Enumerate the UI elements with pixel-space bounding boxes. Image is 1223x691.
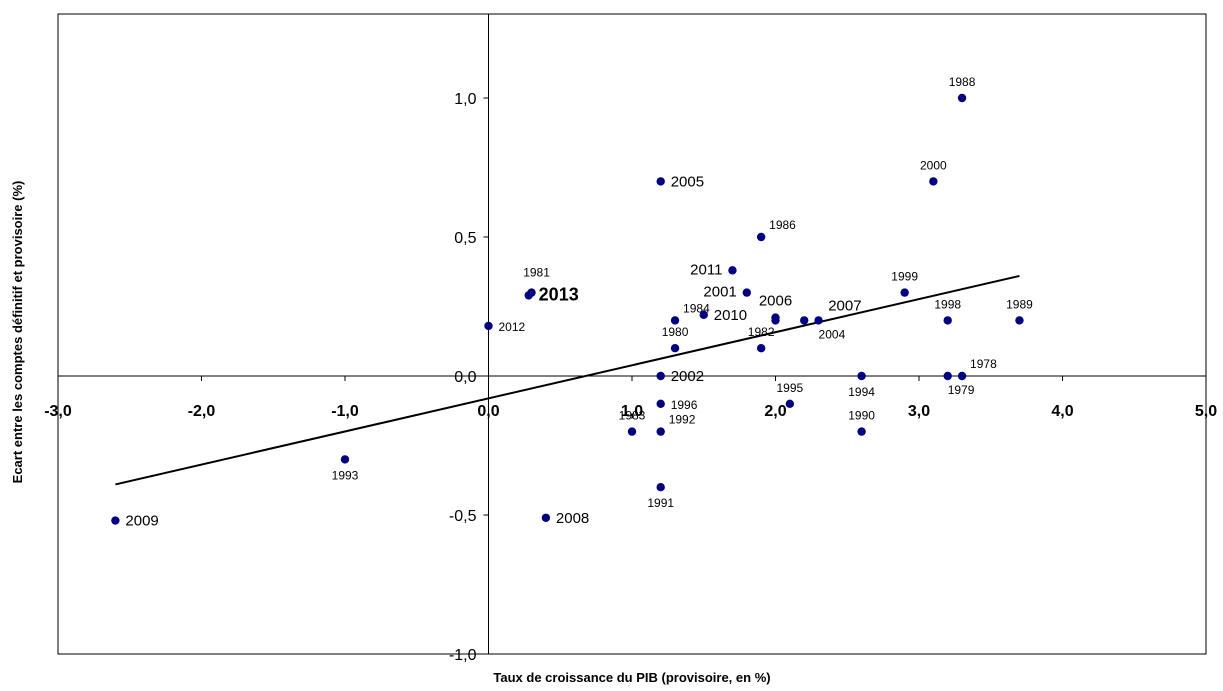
point-label: 2002 (671, 368, 704, 385)
point-label: 2010 (714, 307, 747, 324)
y-tick-label: -0,5 (449, 508, 477, 525)
y-tick-label: 0,0 (454, 369, 476, 386)
data-point (111, 516, 120, 525)
x-tick-label: 3,0 (908, 403, 930, 420)
point-label: 2000 (920, 158, 947, 172)
data-point (656, 483, 665, 492)
point-label: 2001 (703, 284, 736, 301)
data-point (756, 232, 766, 242)
x-tick-label: 0,0 (477, 403, 499, 420)
point-label: 1993 (332, 468, 359, 482)
plot-frame (57, 13, 1207, 655)
data-point (957, 371, 967, 381)
point-label: 2006 (759, 293, 792, 310)
x-tick-label: -3,0 (44, 403, 72, 420)
y-axis-title: Ecart entre les comptes définitif et pro… (10, 181, 25, 484)
points-group: 1978197919801981198219831984198619881989… (111, 75, 1033, 530)
y-tick-label: 0,5 (454, 230, 476, 247)
point-label: 1996 (671, 398, 698, 412)
data-point (656, 177, 665, 186)
y-tick-label: -1,0 (449, 647, 477, 664)
point-label: 1995 (776, 381, 803, 395)
point-label: 1989 (1006, 297, 1033, 311)
data-point (627, 427, 637, 436)
point-label: 1999 (891, 270, 918, 284)
x-tick-label: 1,0 (621, 403, 643, 420)
point-label: 1980 (662, 325, 689, 339)
point-label: 2008 (556, 510, 589, 527)
data-point (728, 266, 737, 275)
point-label: 2007 (828, 297, 861, 314)
point-label: 1991 (647, 496, 674, 510)
data-point (541, 513, 551, 522)
x-tick-label: 2,0 (764, 403, 786, 420)
data-point (1015, 316, 1024, 325)
trendline (115, 274, 1020, 486)
data-point (900, 288, 909, 297)
trendline-group (115, 274, 1020, 486)
data-point (943, 316, 952, 325)
data-point (957, 93, 967, 103)
data-point (524, 291, 533, 300)
data-point (670, 344, 680, 353)
data-point (656, 427, 665, 436)
data-point (943, 371, 952, 381)
point-label: 1983 (619, 409, 646, 423)
x-tick-label: 5,0 (1195, 403, 1217, 420)
point-label: 2005 (671, 173, 704, 190)
point-label: 1990 (848, 409, 875, 423)
data-point (857, 427, 866, 436)
point-label: 2012 (499, 320, 526, 334)
y-tick-label: 1,0 (454, 91, 476, 108)
data-point (484, 321, 493, 331)
data-point (656, 371, 665, 381)
point-label: 1986 (769, 218, 796, 232)
point-label: 2011 (690, 261, 722, 278)
data-point (670, 316, 680, 325)
point-label: 1988 (949, 75, 976, 89)
point-label: 2013 (539, 284, 579, 304)
data-point (756, 344, 766, 353)
point-label: 1994 (848, 385, 875, 399)
data-point (340, 455, 350, 464)
x-tick-label: 4,0 (1051, 403, 1073, 420)
point-label: 2009 (125, 513, 158, 530)
data-point (742, 288, 751, 297)
data-point (929, 177, 938, 186)
point-label: 2004 (819, 327, 846, 341)
axes: -3,0 -2,0 -1,0 0,0 1,0 2,0 3,0 4,0 5,0 -1,0 -0,5 0,… (44, 14, 1217, 664)
data-point (785, 399, 795, 408)
point-label: 1998 (934, 297, 961, 311)
data-point (656, 399, 665, 408)
data-point (800, 316, 809, 325)
point-label: 1981 (523, 266, 550, 280)
point-label: 1979 (948, 383, 975, 397)
point-label: 1978 (970, 357, 997, 371)
data-point (699, 310, 708, 320)
point-label: 1992 (669, 413, 696, 427)
data-point (814, 316, 823, 325)
x-axis-title: Taux de croissance du PIB (provisoire, e… (493, 670, 770, 685)
point-label: 1982 (748, 325, 775, 339)
data-point (857, 371, 866, 381)
x-tick-label: -1,0 (331, 403, 359, 420)
data-point (771, 316, 780, 325)
x-tick-label: -2,0 (188, 403, 216, 420)
